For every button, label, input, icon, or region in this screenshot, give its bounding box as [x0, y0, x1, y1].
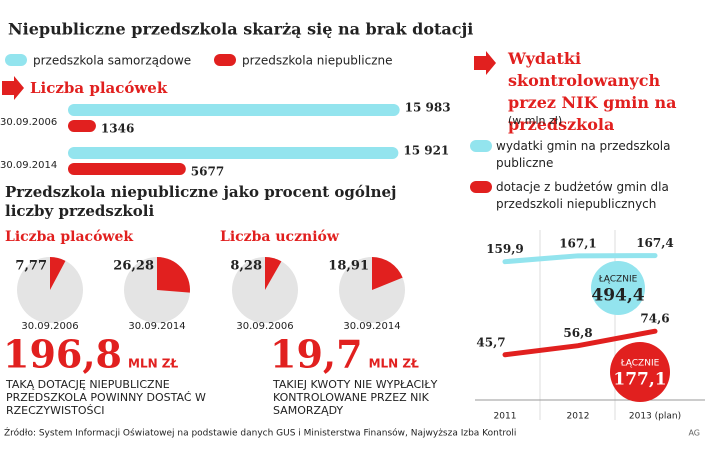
category-label: 30.09.2006	[0, 117, 57, 128]
value-label: 56,8	[563, 326, 592, 340]
bar	[68, 104, 400, 116]
value-label: 167,4	[636, 236, 674, 250]
value-label: 45,7	[476, 335, 505, 349]
page-title: Niepubliczne przedszkola skarżą się na b…	[8, 20, 473, 39]
arrow-icon	[2, 76, 24, 100]
legend-label: przedszkola samorządowe	[33, 54, 191, 68]
legend-label: przedszkola niepubliczne	[242, 54, 392, 68]
category-label: 30.09.2014	[128, 321, 185, 332]
legend-swatch	[5, 54, 27, 66]
category-label: 30.09.2006	[236, 321, 293, 332]
source: Źródło: System Informacji Oświatowej na …	[4, 427, 516, 439]
value-label: 7,77	[15, 259, 47, 274]
legend-swatch	[470, 140, 492, 152]
legend-swatch	[214, 54, 236, 66]
fact-text: TAKĄ DOTACJĘ NIEPUBLICZNE PRZEDSZKOLA PO…	[6, 378, 206, 417]
value-label: 15 921	[403, 144, 449, 158]
value-label: 15 983	[405, 101, 451, 115]
line	[502, 253, 658, 265]
total-value: 177,1	[613, 370, 666, 390]
legend-label: wydatki gmin na przedszkola publiczne	[496, 139, 671, 170]
x-tick-label: 2011	[494, 412, 517, 422]
value-label: 18,91	[328, 259, 369, 274]
pie-slice	[265, 257, 282, 290]
category-label: 30.09.2014	[0, 160, 57, 171]
total-caption: ŁĄCZNIE	[620, 359, 660, 369]
pie-section-title: Przedszkola niepubliczne jako procent og…	[5, 183, 397, 220]
pie-slice	[50, 257, 66, 290]
legend-label: dotacje z budżetów gmin dla przedszkoli …	[496, 180, 669, 211]
fact-amount: 196,8	[3, 332, 122, 377]
fact-unit: MLN ZŁ	[128, 357, 179, 371]
total-value: 494,4	[591, 286, 644, 306]
credit: AG	[688, 429, 700, 438]
chart-title: Liczba placówek	[5, 229, 133, 245]
bar	[68, 147, 399, 159]
chart-subtitle: (w mln zł)	[508, 114, 563, 127]
chart-title: Liczba placówek	[30, 79, 168, 97]
category-label: 30.09.2014	[343, 321, 400, 332]
total-circle	[610, 342, 670, 402]
fact-amount: 19,7	[270, 332, 363, 377]
total-caption: ŁĄCZNIE	[598, 275, 638, 285]
pie-slice	[372, 257, 403, 290]
value-label: 5677	[191, 165, 224, 179]
fact-text: TAKIEJ KWOTY NIE WYPŁACIŁY KONTROLOWANE …	[273, 378, 438, 417]
x-tick-label: 2012	[567, 412, 590, 422]
legend-swatch	[470, 181, 492, 193]
x-tick-label: 2013 (plan)	[629, 412, 681, 422]
chart-title: Liczba uczniów	[220, 229, 340, 245]
pie-slice	[157, 257, 190, 293]
value-label: 74,6	[640, 312, 669, 326]
value-label: 8,28	[230, 259, 262, 274]
value-label: 26,28	[113, 259, 154, 274]
chart-title: Wydatki skontrolowanych przez NIK gmin n…	[508, 49, 677, 134]
bar	[68, 163, 186, 175]
bar	[68, 120, 96, 132]
line	[502, 328, 658, 358]
fact-unit: MLN ZŁ	[369, 357, 420, 371]
category-label: 30.09.2006	[21, 321, 78, 332]
value-label: 167,1	[559, 236, 597, 250]
value-label: 159,9	[486, 242, 524, 256]
value-label: 1346	[101, 122, 134, 136]
total-circle	[591, 261, 645, 315]
arrow-icon	[474, 51, 496, 75]
